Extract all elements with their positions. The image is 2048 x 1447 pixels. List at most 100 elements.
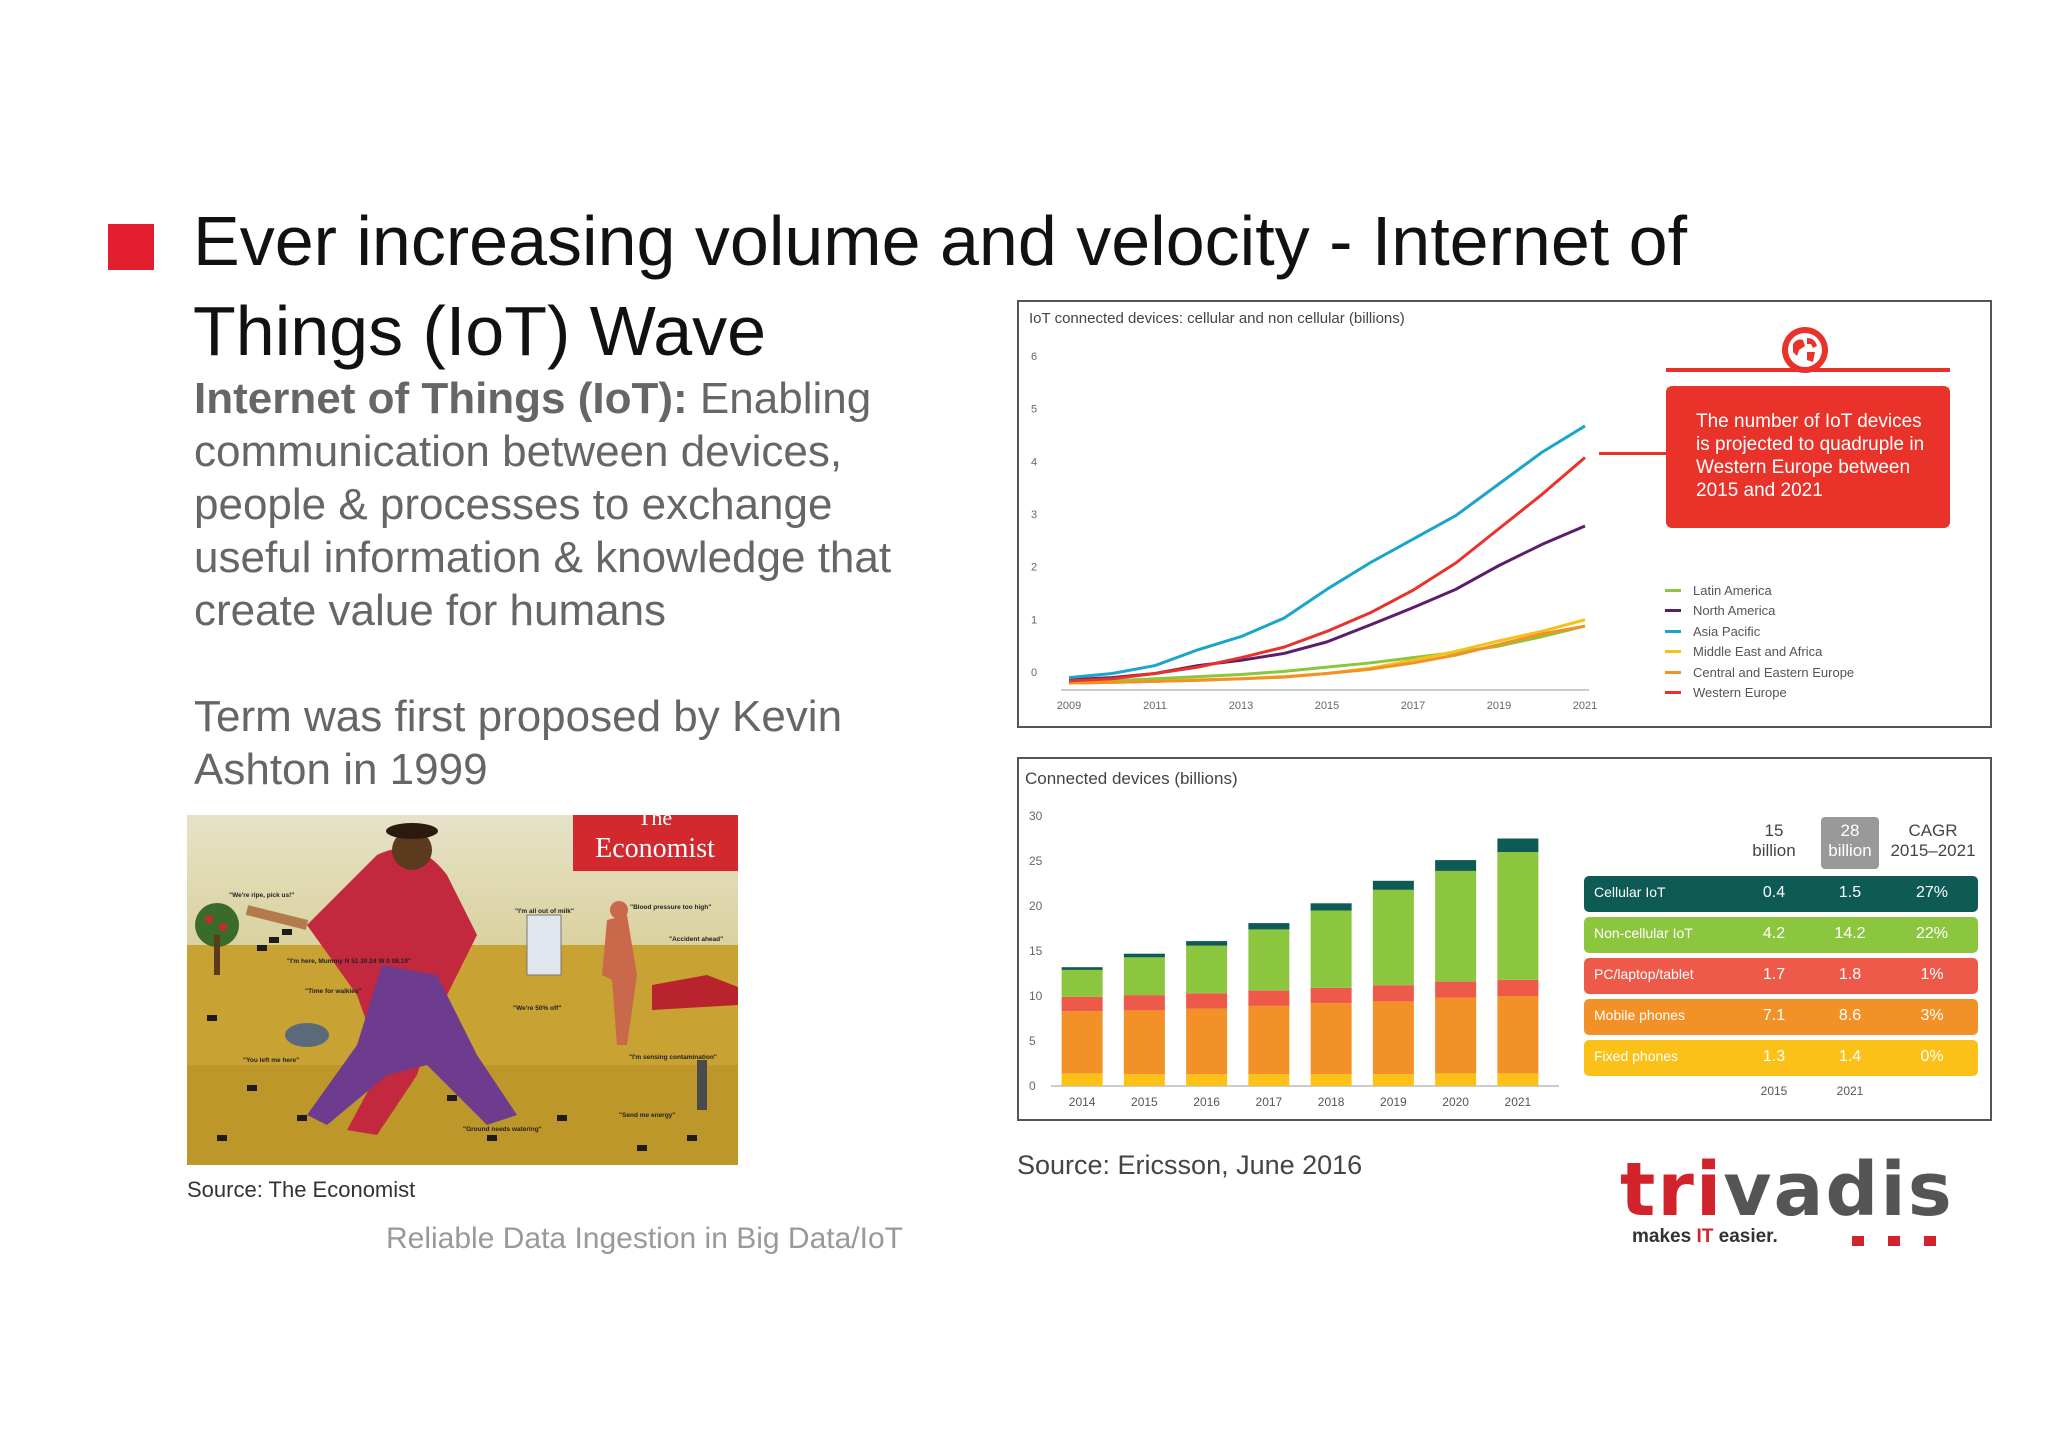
bar-segment-mobile-phones	[1248, 1005, 1290, 1075]
legend-label: Central and Eastern Europe	[1693, 664, 1855, 680]
bar-segment-pc-laptop-tablet	[1497, 979, 1539, 996]
bar-segment-mobile-phones	[1310, 1003, 1352, 1075]
legend-item: Middle East and Africa	[1665, 642, 1854, 663]
legend-swatch	[1665, 609, 1681, 613]
row-cagr: 22%	[1915, 925, 1949, 942]
footer-2021: 2021	[1836, 1084, 1864, 1098]
title-bullet	[108, 224, 154, 270]
row-cagr: 1%	[1920, 966, 1944, 983]
bar-segment-mobile-phones	[1186, 1008, 1228, 1075]
legend-item: Asia Pacific	[1665, 621, 1854, 642]
ericsson-source: Source: Ericsson, June 2016	[1017, 1150, 1363, 1180]
x-tick-label: 2021	[1573, 700, 1597, 712]
x-tick-label: 2020	[1442, 1095, 1469, 1109]
x-tick-label: 2015	[1131, 1095, 1158, 1109]
line-chart-legend: Latin America North America Asia Pacific…	[1665, 580, 1854, 703]
iot-definition-term: Internet of Things (IoT):	[194, 374, 688, 423]
legend-label: Asia Pacific	[1693, 623, 1761, 639]
y-tick-label: 1	[1031, 614, 1037, 626]
bubble-text: "I'm sensing contamination"	[629, 1054, 717, 1061]
row-2021: 8.6	[1838, 1007, 1862, 1024]
economist-masthead: Economist	[595, 833, 715, 864]
row-cagr: 27%	[1915, 884, 1949, 901]
col-2021-highlight	[1821, 817, 1879, 869]
bar-segment-non-cellular-iot	[1435, 870, 1477, 982]
row-2021: 14.2	[1834, 925, 1866, 942]
bar-segment-pc-laptop-tablet	[1186, 993, 1228, 1009]
y-tick-label: 3	[1031, 509, 1037, 521]
y-tick-label: 20	[1029, 899, 1043, 913]
callout-connector	[1599, 452, 1666, 455]
line-chart: 0 1 2 3 4 5 6 2009 2011 2013 2015 2017 2019 2021	[1031, 351, 1597, 712]
bar-segment-non-cellular-iot	[1310, 910, 1352, 988]
col-2021-bottom: billion	[1828, 841, 1872, 860]
logo-dots	[1852, 1236, 1938, 1246]
bar-segment-mobile-phones	[1372, 1001, 1414, 1075]
wordmark-part: tri	[1620, 1147, 1724, 1233]
bar-segment-mobile-phones	[1123, 1010, 1165, 1075]
bubble-text: "Time for walkies"	[305, 988, 362, 995]
legend-item: North America	[1665, 601, 1854, 622]
row-cagr: 3%	[1920, 1007, 1944, 1024]
callout-box: The number of IoT devices is projected t…	[1666, 386, 1950, 528]
bar-segment-non-cellular-iot	[1372, 889, 1414, 986]
col-cagr-header: CAGR 2015–2021	[1888, 821, 1978, 861]
devices-table: 15 billion 28 billion CAGR 2015–2021 Cellul…	[1584, 815, 1978, 1104]
row-2021: 1.8	[1838, 966, 1862, 983]
row-label: Fixed phones	[1594, 1048, 1679, 1064]
legend-item: Latin America	[1665, 580, 1854, 601]
table-row: Mobile phones 7.1 8.6 3%	[1584, 999, 1978, 1035]
col-2021-top: 28	[1840, 821, 1860, 840]
bar-segment-cellular-iot	[1372, 880, 1414, 890]
x-tick-label: 2017	[1256, 1095, 1283, 1109]
bar-segment-fixed-phones	[1248, 1074, 1290, 1086]
y-tick-label: 5	[1029, 1034, 1036, 1048]
legend-swatch	[1665, 650, 1681, 654]
row-2015: 0.4	[1762, 884, 1786, 901]
x-tick-label: 2018	[1318, 1095, 1345, 1109]
y-tick-label: 4	[1031, 456, 1037, 468]
slide-footer: Reliable Data Ingestion in Big Data/IoT	[386, 1222, 903, 1255]
legend-item: Central and Eastern Europe	[1665, 662, 1854, 683]
row-2021: 1.5	[1838, 884, 1862, 901]
x-tick-label: 2013	[1229, 700, 1253, 712]
y-tick-label: 0	[1031, 667, 1037, 679]
col-2021-header: 28 billion	[1821, 821, 1879, 861]
iot-line-chart-panel: IoT connected devices: cellular and non …	[1017, 300, 1992, 728]
table-row: PC/laptop/tablet 1.7 1.8 1%	[1584, 958, 1978, 994]
bar-segment-cellular-iot	[1497, 838, 1539, 852]
legend-swatch	[1665, 588, 1681, 592]
economist-illustration-art: The Economist "We're ripe, pick us!" "I'…	[187, 815, 738, 1165]
legend-swatch	[1665, 629, 1681, 633]
bar-segment-pc-laptop-tablet	[1310, 987, 1352, 1004]
footer-2015: 2015	[1760, 1084, 1788, 1098]
bubble-text: "We're ripe, pick us!"	[229, 892, 294, 899]
table-header: 15 billion 28 billion CAGR 2015–2021	[1584, 815, 1978, 871]
bar-segment-non-cellular-iot	[1248, 929, 1290, 991]
table-row: Cellular IoT 0.4 1.5 27%	[1584, 876, 1978, 912]
series-line-latin-america	[1068, 624, 1586, 684]
bar-segment-non-cellular-iot	[1061, 969, 1103, 997]
bar-segment-mobile-phones	[1435, 997, 1477, 1074]
table-footer: 2015 2021	[1584, 1084, 1978, 1104]
bubble-text: "We're 50% off"	[513, 1005, 561, 1012]
bar-segment-fixed-phones	[1123, 1074, 1165, 1086]
x-tick-label: 2009	[1057, 700, 1081, 712]
bar-chart: 0 5 10 15 20 25 30 2014 2015 2016 2017 2018 2019 2020…	[1029, 809, 1559, 1109]
row-2015: 4.2	[1762, 925, 1786, 942]
row-cagr: 0%	[1920, 1048, 1944, 1065]
bar-segment-non-cellular-iot	[1186, 945, 1228, 994]
bar-segment-fixed-phones	[1061, 1073, 1103, 1086]
bar-segment-fixed-phones	[1186, 1074, 1228, 1086]
line-chart-title: IoT connected devices: cellular and non …	[1029, 310, 1405, 327]
bar-segment-pc-laptop-tablet	[1372, 985, 1414, 1002]
bar-segment-pc-laptop-tablet	[1435, 981, 1477, 998]
row-label: Non-cellular IoT	[1594, 925, 1693, 941]
bubble-text: "Ground needs watering"	[463, 1126, 542, 1133]
connected-devices-panel: Connected devices (billions) 0 5 10 15 20 25 3…	[1017, 757, 1992, 1121]
y-tick-label: 6	[1031, 351, 1037, 363]
row-2015: 1.3	[1762, 1048, 1786, 1065]
tagline-part: makes	[1632, 1226, 1697, 1247]
bar-segment-non-cellular-iot	[1497, 852, 1539, 980]
bar-segment-fixed-phones	[1310, 1074, 1352, 1086]
